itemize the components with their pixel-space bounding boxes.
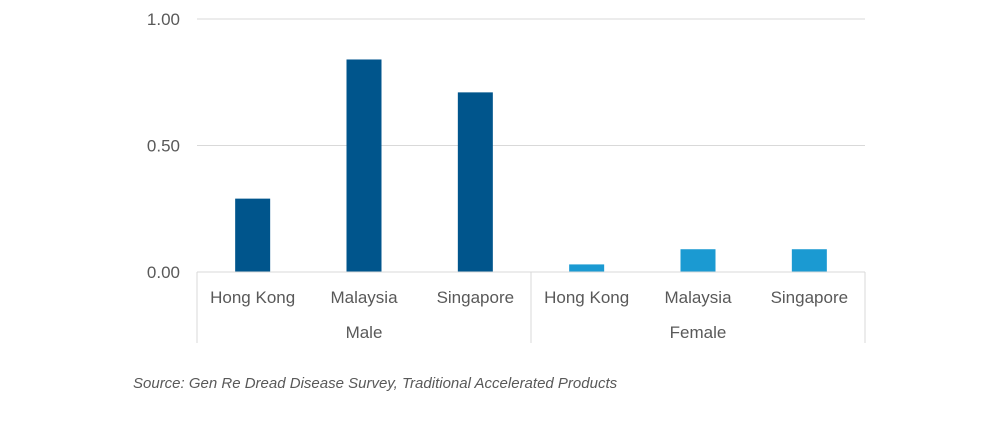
bar [457,92,493,273]
x-tick-label: Singapore [437,288,515,307]
bar [791,249,827,272]
x-tick-label: Malaysia [330,288,398,307]
x-tick-label: Hong Kong [544,288,629,307]
x-tick-label: Hong Kong [210,288,295,307]
y-tick-label: 0.00 [147,263,180,282]
gridlines [197,18,865,146]
source-note: Source: Gen Re Dread Disease Survey, Tra… [133,375,618,392]
y-tick-label: 0.50 [147,137,180,156]
group-label: Male [346,323,383,342]
y-axis: 0.00 0.50 1.00 [147,10,180,282]
bar [569,264,605,272]
x-tick-label: Malaysia [664,288,732,307]
bar [680,249,716,272]
bar [235,198,271,272]
group-label: Female [670,323,727,342]
y-tick-label: 1.00 [147,10,180,29]
bars [235,59,827,273]
x-axis: Hong Kong Malaysia Singapore Hong Kong Malay… [196,271,866,343]
bar [346,59,382,273]
x-tick-label: Singapore [771,288,849,307]
